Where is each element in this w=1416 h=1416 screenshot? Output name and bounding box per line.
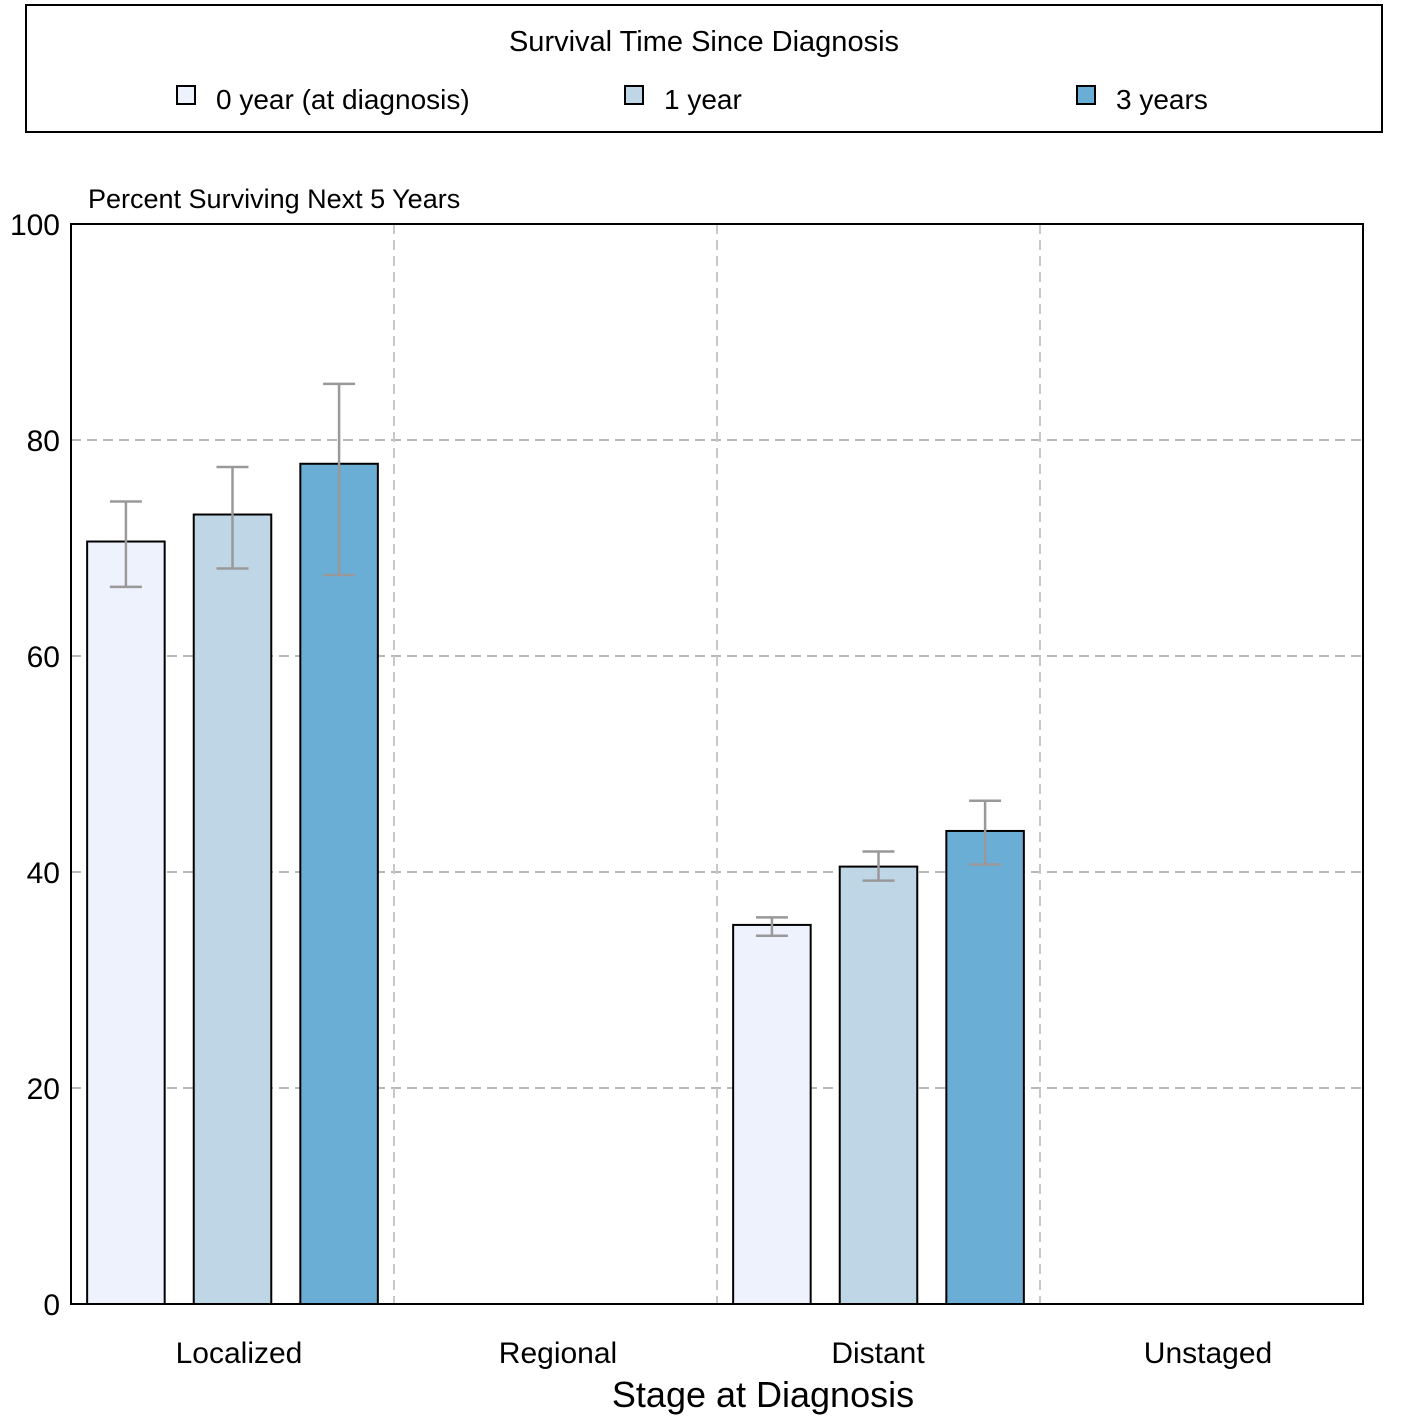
legend-swatch-0-year: [176, 85, 196, 105]
error-bar-distant-series-2: [969, 799, 1002, 866]
y-tick-labels: 0 20 40 60 80 100: [10, 209, 60, 1322]
legend-swatch-3-years: [1076, 85, 1096, 105]
y-tick-label-80: 80: [27, 425, 60, 458]
error-bar-distant-series-0: [755, 916, 788, 937]
bar-localized-series-1: [192, 513, 273, 1305]
bar-distant-series-0: [732, 923, 812, 1305]
x-tick-label-localized: Localized: [176, 1337, 303, 1370]
error-bar-localized-series-2: [323, 382, 356, 577]
x-tick-label-distant: Distant: [831, 1337, 925, 1370]
bar-localized-series-2: [299, 462, 379, 1305]
legend-item-0-year: 0 year (at diagnosis): [176, 84, 470, 116]
x-tick-label-unstaged: Unstaged: [1144, 1337, 1272, 1370]
legend-label-3-years: 3 years: [1116, 84, 1208, 115]
grid: [71, 224, 1363, 1304]
bars: [86, 462, 1025, 1306]
plot-frame: [70, 223, 1364, 1305]
legend: Survival Time Since Diagnosis 0 year (at…: [25, 4, 1383, 133]
legend-label-0-year: 0 year (at diagnosis): [216, 84, 470, 115]
x-tick-labels: Localized Regional Distant Unstaged: [176, 1337, 1273, 1370]
error-bar-distant-series-1: [862, 850, 895, 882]
y-tick-label-60: 60: [27, 641, 60, 674]
x-axis-title: Stage at Diagnosis: [612, 1374, 914, 1415]
y-axis-title: Percent Surviving Next 5 Years: [88, 184, 460, 214]
bar-distant-series-1: [838, 865, 919, 1305]
y-tick-label-100: 100: [10, 209, 60, 242]
y-tick-label-0: 0: [43, 1289, 60, 1322]
legend-item-1-year: 1 year: [624, 84, 742, 116]
x-tick-label-regional: Regional: [499, 1337, 617, 1370]
legend-swatch-1-year: [624, 85, 644, 105]
legend-title: Survival Time Since Diagnosis: [508, 26, 900, 58]
legend-item-3-years: 3 years: [1076, 84, 1208, 116]
error-bar-localized-series-1: [216, 465, 249, 570]
bar-distant-series-2: [945, 829, 1025, 1306]
y-tick-label-20: 20: [27, 1073, 60, 1106]
legend-label-1-year: 1 year: [664, 84, 742, 115]
bar-localized-series-0: [86, 540, 166, 1305]
error-bars: [109, 382, 1002, 937]
y-tick-label-40: 40: [27, 857, 60, 890]
error-bar-localized-series-0: [109, 500, 142, 589]
